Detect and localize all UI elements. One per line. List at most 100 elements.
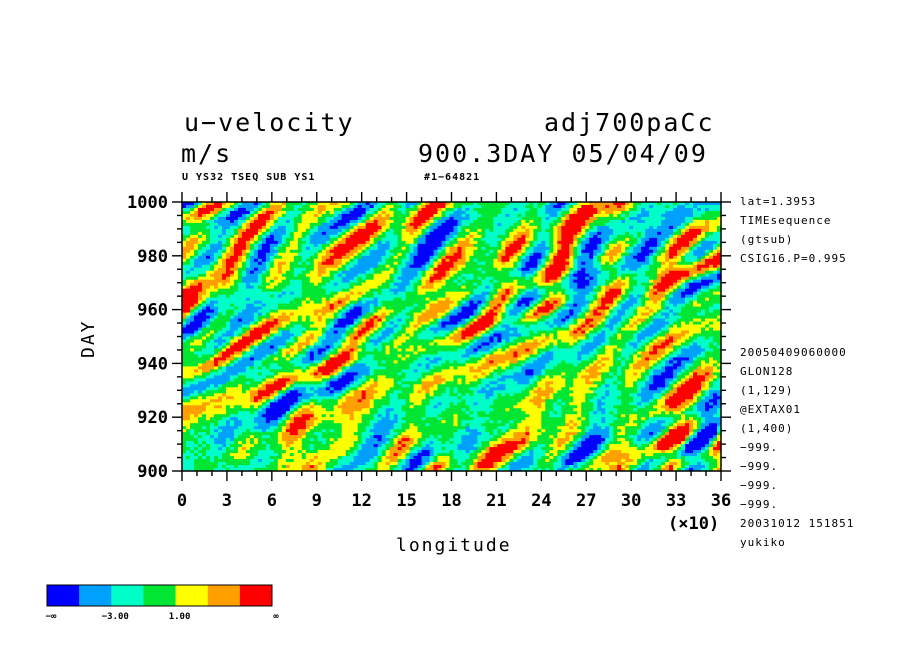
heatmap-cell	[241, 261, 247, 266]
heatmap-cell	[457, 306, 462, 310]
heatmap-cell	[265, 234, 271, 239]
heatmap-cell	[449, 225, 454, 230]
heatmap-cell	[585, 234, 590, 239]
heatmap-cell	[693, 300, 698, 305]
heatmap-cell	[517, 264, 522, 269]
heatmap-cell	[713, 300, 718, 305]
heatmap-cell	[625, 249, 630, 254]
heatmap-cell	[509, 222, 514, 227]
heatmap-cell	[685, 234, 690, 239]
heatmap-cell	[185, 303, 191, 308]
heatmap-cell	[213, 222, 219, 227]
heatmap-cell	[257, 255, 263, 260]
heatmap-cell	[565, 303, 570, 308]
heatmap-cell	[505, 288, 510, 293]
heatmap-cell	[425, 309, 430, 313]
heatmap-cell	[505, 267, 510, 272]
heatmap-cell	[289, 258, 295, 263]
heatmap-cell	[377, 246, 383, 251]
heatmap-cell	[281, 255, 287, 260]
heatmap-cell	[245, 202, 251, 206]
heatmap-cell	[673, 210, 678, 215]
heatmap-cell	[405, 291, 410, 296]
heatmap-cell	[677, 202, 682, 206]
heatmap-cell	[649, 234, 654, 239]
heatmap-cell	[525, 249, 530, 254]
heatmap-cell	[273, 246, 279, 251]
heatmap-cell	[629, 303, 634, 308]
heatmap-cell	[645, 237, 650, 242]
heatmap-cell	[661, 207, 666, 212]
heatmap-cell	[405, 267, 410, 272]
heatmap-cell	[645, 279, 650, 284]
heatmap-cell	[477, 246, 482, 251]
heatmap-cell	[189, 216, 195, 221]
heatmap-cell	[681, 252, 686, 257]
heatmap-cell	[485, 240, 490, 245]
heatmap-cell	[477, 309, 482, 313]
heatmap-cell	[581, 273, 586, 278]
heatmap-cell	[317, 297, 323, 302]
heatmap-cell	[553, 285, 558, 290]
heatmap-cell	[673, 255, 678, 260]
heatmap-cell	[573, 273, 578, 278]
heatmap-cell	[637, 207, 642, 212]
heatmap-cell	[237, 309, 243, 313]
heatmap-cell	[241, 279, 247, 284]
heatmap-cell	[401, 240, 406, 245]
heatmap-cell	[665, 282, 670, 287]
heatmap-cell	[453, 252, 458, 257]
heatmap-cell	[597, 204, 602, 209]
heatmap-cell	[417, 240, 422, 245]
heatmap-cell	[225, 216, 231, 221]
heatmap-cell	[701, 279, 706, 284]
heatmap-cell	[405, 288, 410, 293]
heatmap-cell	[389, 267, 394, 272]
heatmap-cell	[361, 246, 367, 251]
heatmap-cell	[261, 306, 267, 310]
heatmap-cell	[425, 213, 430, 218]
heatmap-cell	[201, 273, 207, 278]
heatmap-cell	[645, 300, 650, 305]
heatmap-cell	[661, 267, 666, 272]
heatmap-cell	[473, 276, 478, 281]
heatmap-cell	[345, 309, 351, 313]
heatmap-cell	[273, 300, 279, 305]
heatmap-cell	[701, 231, 706, 236]
heatmap-cell	[285, 249, 291, 254]
heatmap-cell	[469, 300, 474, 305]
heatmap-cell	[377, 237, 383, 242]
heatmap-cell	[653, 309, 658, 313]
heatmap-cell	[677, 306, 682, 310]
heatmap-cell	[305, 297, 311, 302]
heatmap-cell	[317, 279, 323, 284]
heatmap-cell	[517, 225, 522, 230]
heatmap-cell	[417, 246, 422, 251]
heatmap-cell	[305, 270, 311, 275]
heatmap-cell	[221, 210, 227, 215]
heatmap-cell	[377, 258, 383, 263]
heatmap-cell	[377, 270, 383, 275]
heatmap-cell	[429, 219, 434, 224]
heatmap-cell	[269, 267, 275, 272]
heatmap-cell	[417, 306, 422, 310]
heatmap-cell	[405, 294, 410, 299]
heatmap-cell	[657, 264, 662, 269]
heatmap-cell	[717, 288, 722, 293]
heatmap-cell	[517, 219, 522, 224]
heatmap-cell	[293, 243, 299, 248]
heatmap-cell	[485, 204, 490, 209]
heatmap-cell	[325, 234, 331, 239]
heatmap-cell	[345, 216, 351, 221]
heatmap-cell	[549, 264, 554, 269]
heatmap-cell	[709, 300, 714, 305]
heatmap-cell	[717, 216, 722, 221]
heatmap-cell	[581, 264, 586, 269]
heatmap-cell	[529, 243, 534, 248]
heatmap-cell	[569, 225, 574, 230]
heatmap-cell	[381, 237, 387, 242]
heatmap-cell	[437, 303, 442, 308]
heatmap-cell	[393, 306, 398, 310]
heatmap-cell	[193, 231, 199, 236]
heatmap-cell	[545, 291, 550, 296]
